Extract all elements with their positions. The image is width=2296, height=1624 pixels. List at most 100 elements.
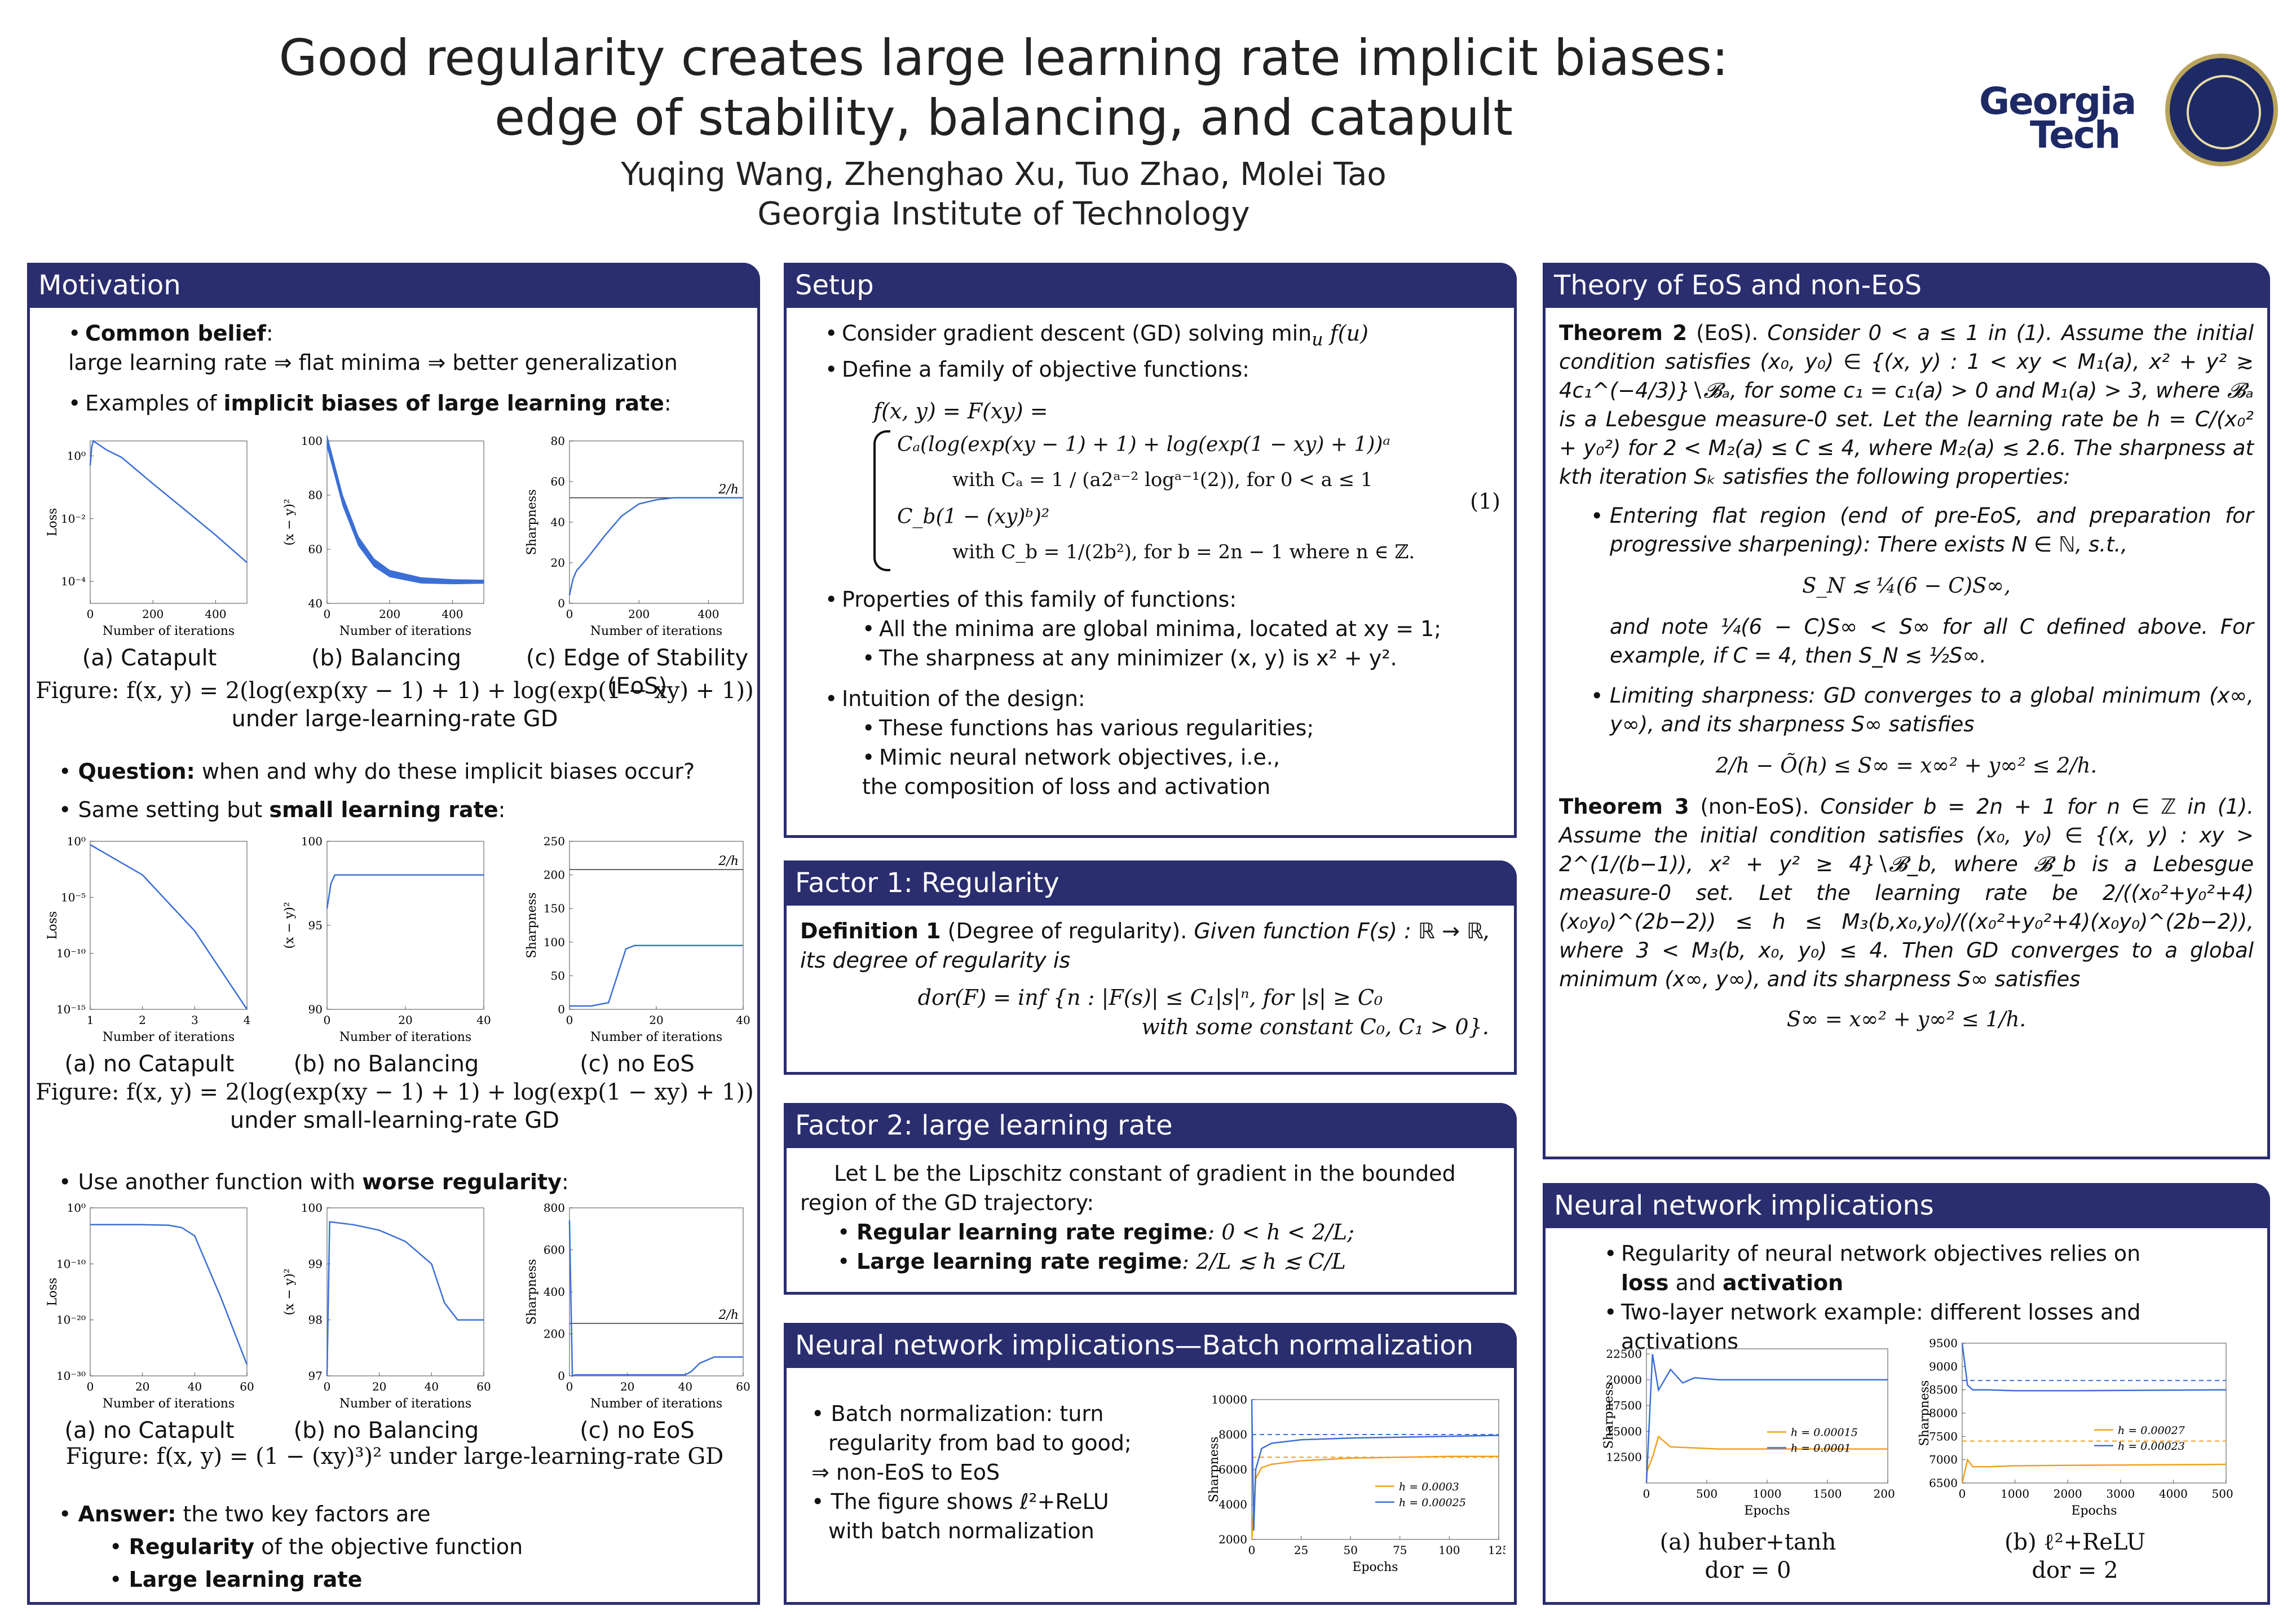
- plot-frame: [1962, 1343, 2226, 1483]
- x-tick-label: 0: [566, 1380, 573, 1393]
- y-tick-label: 8000: [1218, 1428, 1247, 1441]
- t3-text: Consider b = 2n + 1 for n ∈ ℤ in (1). As…: [1559, 795, 2254, 991]
- x-tick-label: 100: [1438, 1543, 1460, 1557]
- t2-b1b: and note ¼(6 − C)S∞ < S∞ for all C defin…: [1559, 612, 2254, 670]
- chart-c12: 0100020003000400050006500700075008000850…: [1917, 1336, 2233, 1556]
- eq-cb-with: with C_b = 1/(2b²), for b = 2n − 1 where…: [952, 537, 1415, 567]
- setup-heading: Setup: [784, 263, 1517, 308]
- y-axis-label: Sharpness: [525, 893, 539, 959]
- y-tick-label: 600: [544, 1243, 565, 1257]
- chart-svg-c9: 0 20 40 600200400600800Number of iterations…: [524, 1201, 750, 1415]
- y-tick-label: 40: [551, 515, 565, 529]
- x-axis-label: Number of iterations: [103, 1397, 235, 1411]
- x-tick-label: 0: [566, 1013, 573, 1027]
- plot-frame: [1646, 1349, 1888, 1483]
- theory-heading: Theory of EoS and non-EoS: [1543, 263, 2270, 308]
- chart-svg-c8: 0 20 40 60979899100Number of iterations(x −…: [282, 1201, 491, 1415]
- x-tick-label: 2000: [2054, 1487, 2082, 1501]
- x-tick-label: 20: [649, 1013, 663, 1027]
- y-tick-label: 10⁻²⁰: [56, 1313, 86, 1327]
- y-tick-label: 7500: [1929, 1429, 1958, 1443]
- small-pre: Same setting but: [78, 797, 270, 822]
- x-tick-label: 60: [736, 1380, 750, 1393]
- x-tick-label: 400: [205, 607, 226, 621]
- title-line-2: edge of stability, balancing, and catapu…: [169, 88, 1838, 148]
- y-tick-label: 200: [544, 1327, 565, 1341]
- examples-bold: implicit biases of large learning rate: [223, 391, 664, 416]
- small-post: :: [498, 797, 506, 822]
- factor2-body: Let L be the Lipschitz constant of gradi…: [787, 1151, 1514, 1292]
- theory-body: Theorem 2 (EoS). Consider 0 < a ≤ 1 in (…: [1546, 311, 2267, 1157]
- worse-bold: worse regularity: [362, 1170, 562, 1194]
- factor2-panel: Factor 2: large learning rate Let L be t…: [784, 1103, 1517, 1295]
- x-tick-label: 0: [324, 1380, 331, 1393]
- y-tick-label: 10⁻¹⁵: [56, 1003, 86, 1016]
- y-tick-label: 10⁻⁵: [61, 890, 86, 904]
- authors: Yuqing Wang, Zhenghao Xu, Tuo Zhao, Mole…: [282, 155, 1725, 195]
- eq-cb: C_b(1 − (xy)ᵇ)²: [897, 502, 1049, 532]
- factor1-heading: Factor 1: Regularity: [784, 860, 1517, 906]
- setup-bullet-3: • Properties of this family of functions…: [800, 585, 1500, 614]
- y-tick-label: 9500: [1929, 1336, 1958, 1350]
- plot-frame: [569, 441, 743, 603]
- x-axis-label: Number of iterations: [590, 624, 722, 638]
- t2-eq1: S_N ≲ ¼(6 − C)S∞,: [1559, 571, 2254, 600]
- legend-label: h = 0.00023: [2118, 1440, 2185, 1453]
- question-bullet: • Question: when and why do these implic…: [59, 757, 695, 786]
- x-tick-label: 0: [324, 1013, 331, 1027]
- factor2-bullet-1: • Regular learning rate regime: 0 < h < 2…: [800, 1217, 1500, 1247]
- factor2-heading: Factor 2: large learning rate: [784, 1103, 1517, 1148]
- x-tick-label: 0: [87, 607, 94, 621]
- y-tick-label: 2000: [1218, 1533, 1247, 1546]
- x-tick-label: 0: [87, 1380, 94, 1393]
- y-tick-label: 20: [551, 556, 565, 570]
- y-tick-label: 8500: [1929, 1383, 1958, 1397]
- x-tick-label: 20: [135, 1380, 149, 1393]
- chart-c3: 0 200 400 0 20 40 60 80 Number of iterations Shar…: [524, 434, 750, 677]
- small-bold: small learning rate: [269, 797, 498, 822]
- y-tick-label: 80: [551, 434, 565, 448]
- y-tick-label: 10⁰: [67, 449, 86, 463]
- y-tick-label: 800: [544, 1201, 565, 1215]
- chart-c8: 0 20 40 60 97 98 99 100 Number of iterations (x −…: [282, 1201, 491, 1449]
- worse-post: :: [562, 1170, 569, 1194]
- regular-regime-text: : 0 < h < 2/L;: [1207, 1220, 1354, 1245]
- motivation-heading: Motivation: [27, 263, 760, 308]
- answer-block: • Answer: the two key factors are • Regu…: [59, 1498, 523, 1596]
- chart-caption: (c) Edge of Stability (EoS): [524, 644, 750, 700]
- chart-svg-c6: 0 20 40050100150200250Number of iterations…: [524, 835, 750, 1049]
- bn-bullet-2: • The figure shows ℓ²+ReLU with batch no…: [800, 1487, 1161, 1546]
- belief-text: large learning rate ⇒ flat minima ⇒ bett…: [43, 348, 744, 377]
- answer-regularity: • Regularity of the objective function: [59, 1530, 523, 1563]
- y-axis-label: Loss: [46, 508, 60, 536]
- def-paren: (Degree of regularity).: [941, 919, 1187, 943]
- y-tick-label: 10⁻¹⁰: [56, 947, 86, 960]
- y-tick-label: 50: [551, 969, 565, 982]
- legend-label: h = 0.0003: [1399, 1481, 1459, 1493]
- theorem3: Theorem 3 (non-EoS). Consider b = 2n + 1…: [1559, 792, 2254, 994]
- chart-caption: (a) no Catapult: [45, 1416, 254, 1445]
- x-tick-label: 0: [324, 607, 331, 621]
- t2-head: Theorem 2: [1559, 321, 1687, 345]
- x-tick-label: 75: [1393, 1543, 1407, 1557]
- x-tick-label: 20: [372, 1380, 386, 1393]
- nn-bullet-1b: loss and activation: [1559, 1268, 2254, 1298]
- setup-b1-sub: u: [1312, 330, 1323, 350]
- chart-caption: (c) no EoS: [524, 1050, 750, 1078]
- x-tick-label: 2: [139, 1013, 146, 1027]
- nn-cap-a-line2: dor = 0: [1601, 1556, 1895, 1585]
- t2-bullet-1: • Entering flat region (end of pre-EoS, a…: [1559, 501, 2254, 559]
- x-tick-label: 50: [1343, 1543, 1357, 1557]
- x-axis-label: Number of iterations: [103, 624, 235, 638]
- ans1-bold: Regularity: [129, 1534, 255, 1559]
- x-tick-label: 60: [240, 1380, 254, 1393]
- y-axis-label: Sharpness: [1602, 1383, 1616, 1449]
- t3-head: Theorem 3: [1559, 795, 1689, 819]
- worse-pre: Use another function with: [78, 1170, 363, 1194]
- chart-svg-c2: 0 200 400 40 60 80 100 Number of iterations (x −…: [282, 434, 491, 643]
- threshold-label: 2/h: [718, 483, 739, 497]
- x-tick-label: 200: [379, 607, 400, 621]
- large-regime-text: : 2/L ≲ h ≲ C/L: [1182, 1249, 1346, 1274]
- nn-bullet-1: • Regularity of neural network objectives…: [1559, 1239, 2254, 1268]
- y-tick-label: 98: [308, 1313, 323, 1327]
